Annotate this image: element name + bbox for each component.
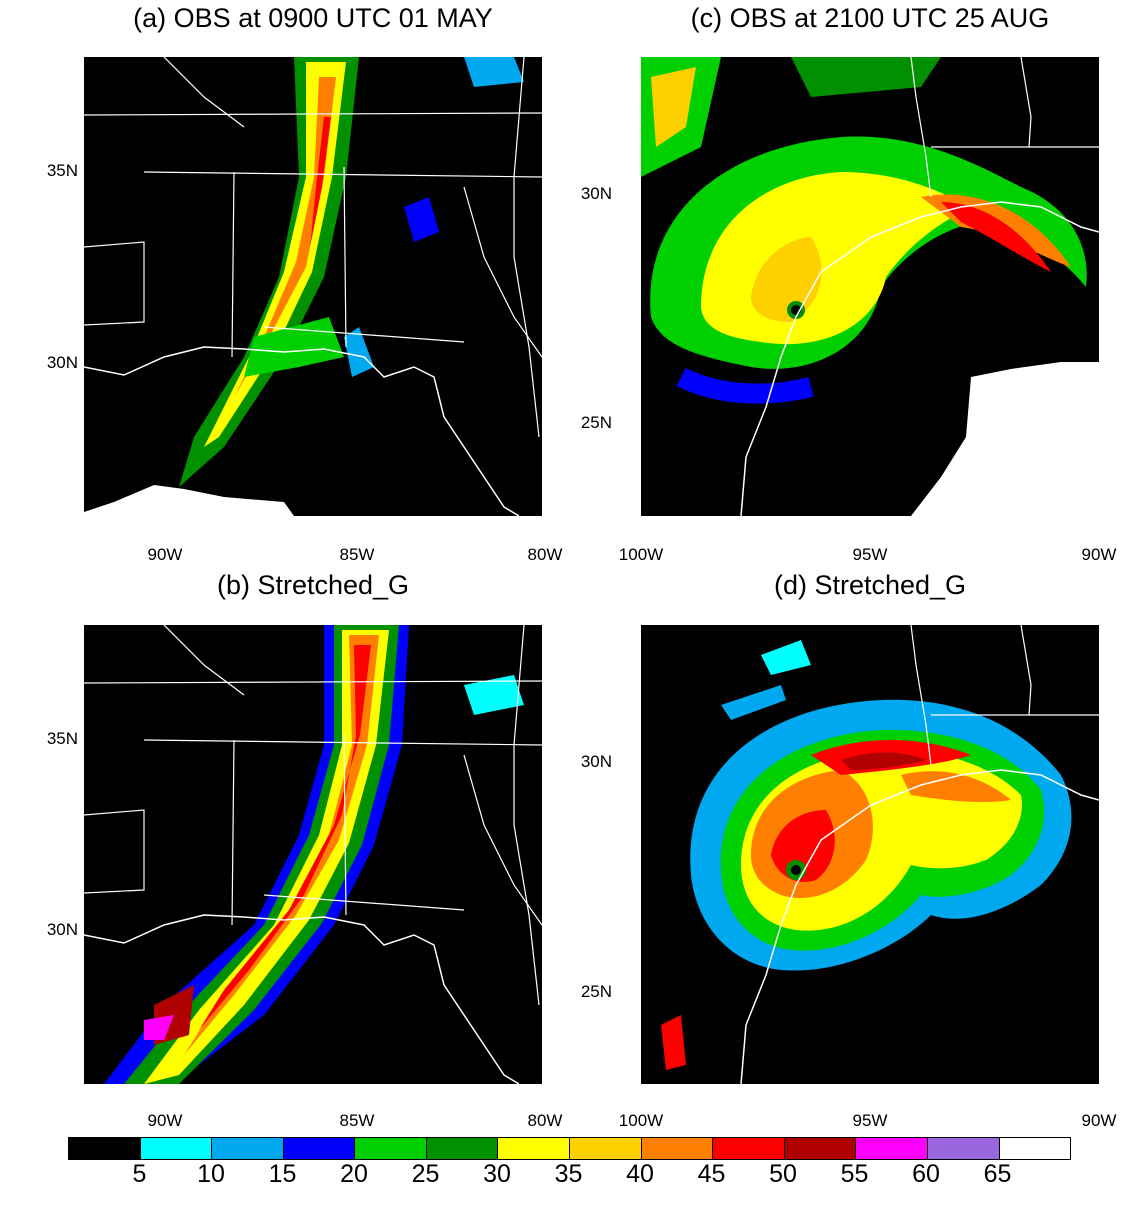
panel-a-lon-80w: 80W xyxy=(527,545,563,564)
colorbar-label: 10 xyxy=(197,1160,225,1188)
panel-b-map xyxy=(84,625,542,1084)
hurricane-bands-d xyxy=(661,640,1072,1070)
state-borders-a xyxy=(84,57,542,358)
colorbar-swatch xyxy=(212,1138,284,1159)
colorbar-swatch xyxy=(498,1138,571,1159)
precip-band-b xyxy=(104,625,524,1084)
colorbar-swatch xyxy=(856,1138,928,1159)
coastline-b xyxy=(84,914,520,1084)
panel-b-lon-85w: 85W xyxy=(339,1111,375,1130)
panel-b-lat-30n: 30N xyxy=(46,920,78,939)
panel-c-title: (c) OBS at 2100 UTC 25 AUG xyxy=(690,3,1050,33)
colorbar-label: 60 xyxy=(912,1160,940,1188)
panel-d-lon-100w: 100W xyxy=(618,1111,664,1130)
colorbar-label: 55 xyxy=(840,1160,869,1188)
panel-d-lon-95w: 95W xyxy=(852,1111,888,1130)
hurricane-bands-c xyxy=(641,57,1087,404)
colorbar-swatch xyxy=(784,1138,857,1159)
colorbar-label: 65 xyxy=(983,1160,1012,1188)
panel-d-map xyxy=(641,625,1099,1084)
panel-d-lat-25n: 25N xyxy=(580,982,612,1001)
state-borders-d xyxy=(910,625,1099,766)
state-borders-c xyxy=(910,57,1099,198)
colorbar-swatch xyxy=(713,1138,785,1159)
panel-c-lon-100w: 100W xyxy=(618,545,664,564)
panel-a-lat-30n: 30N xyxy=(46,353,78,372)
no-data-mask-c xyxy=(911,362,1099,516)
colorbar-swatch xyxy=(426,1138,499,1159)
colorbar-swatch xyxy=(69,1138,141,1159)
colorbar-swatch xyxy=(140,1138,213,1159)
panel-c-lat-30n: 30N xyxy=(580,184,612,203)
colorbar-swatch xyxy=(355,1138,427,1159)
panel-d-lat-30n: 30N xyxy=(580,752,612,771)
colorbar-label: 30 xyxy=(483,1160,511,1188)
precip-band-a xyxy=(179,57,524,487)
colorbar-label: 15 xyxy=(268,1160,297,1188)
colorbar-label: 50 xyxy=(769,1160,797,1188)
panel-b-lat-35n: 35N xyxy=(46,729,78,748)
panel-c-lon-90w: 90W xyxy=(1081,545,1117,564)
panel-b-lon-90w: 90W xyxy=(147,1111,183,1130)
panel-b-lon-80w: 80W xyxy=(527,1111,563,1130)
colorbar-label: 45 xyxy=(697,1160,726,1188)
panel-a-map xyxy=(84,57,542,516)
reflectivity-colorbar xyxy=(68,1137,1071,1160)
colorbar-label: 20 xyxy=(340,1160,368,1188)
panel-a-lon-85w: 85W xyxy=(339,545,375,564)
panel-c-lat-25n: 25N xyxy=(580,413,612,432)
colorbar-label: 40 xyxy=(626,1160,654,1188)
colorbar-swatch xyxy=(999,1138,1071,1159)
colorbar-swatch xyxy=(641,1138,714,1159)
panel-a-lat-35n: 35N xyxy=(46,161,78,180)
panel-d-lon-90w: 90W xyxy=(1081,1111,1117,1130)
panel-b-title: (b) Stretched_G xyxy=(216,570,410,600)
atlantic-coast-b xyxy=(513,625,540,1006)
hurricane-eye-d xyxy=(791,865,801,875)
colorbar-label: 5 xyxy=(132,1160,147,1188)
colorbar-label: 35 xyxy=(554,1160,583,1188)
coastline-c xyxy=(740,201,1099,516)
panel-a-lon-90w: 90W xyxy=(147,545,183,564)
colorbar-swatch xyxy=(927,1138,1000,1159)
panel-c-map xyxy=(641,57,1099,516)
coastline-d xyxy=(740,769,1099,1084)
no-data-mask-a xyxy=(84,485,294,516)
coastline-a xyxy=(84,346,520,516)
colorbar-swatch xyxy=(283,1138,356,1159)
colorbar-swatch xyxy=(570,1138,642,1159)
panel-c-lon-95w: 95W xyxy=(852,545,888,564)
panel-d-title: (d) Stretched_G xyxy=(773,570,967,600)
panel-a-title: (a) OBS at 0900 UTC 01 MAY xyxy=(133,3,493,33)
state-borders-b xyxy=(84,625,542,926)
atlantic-coast-a xyxy=(513,57,540,438)
colorbar-label: 25 xyxy=(411,1160,440,1188)
